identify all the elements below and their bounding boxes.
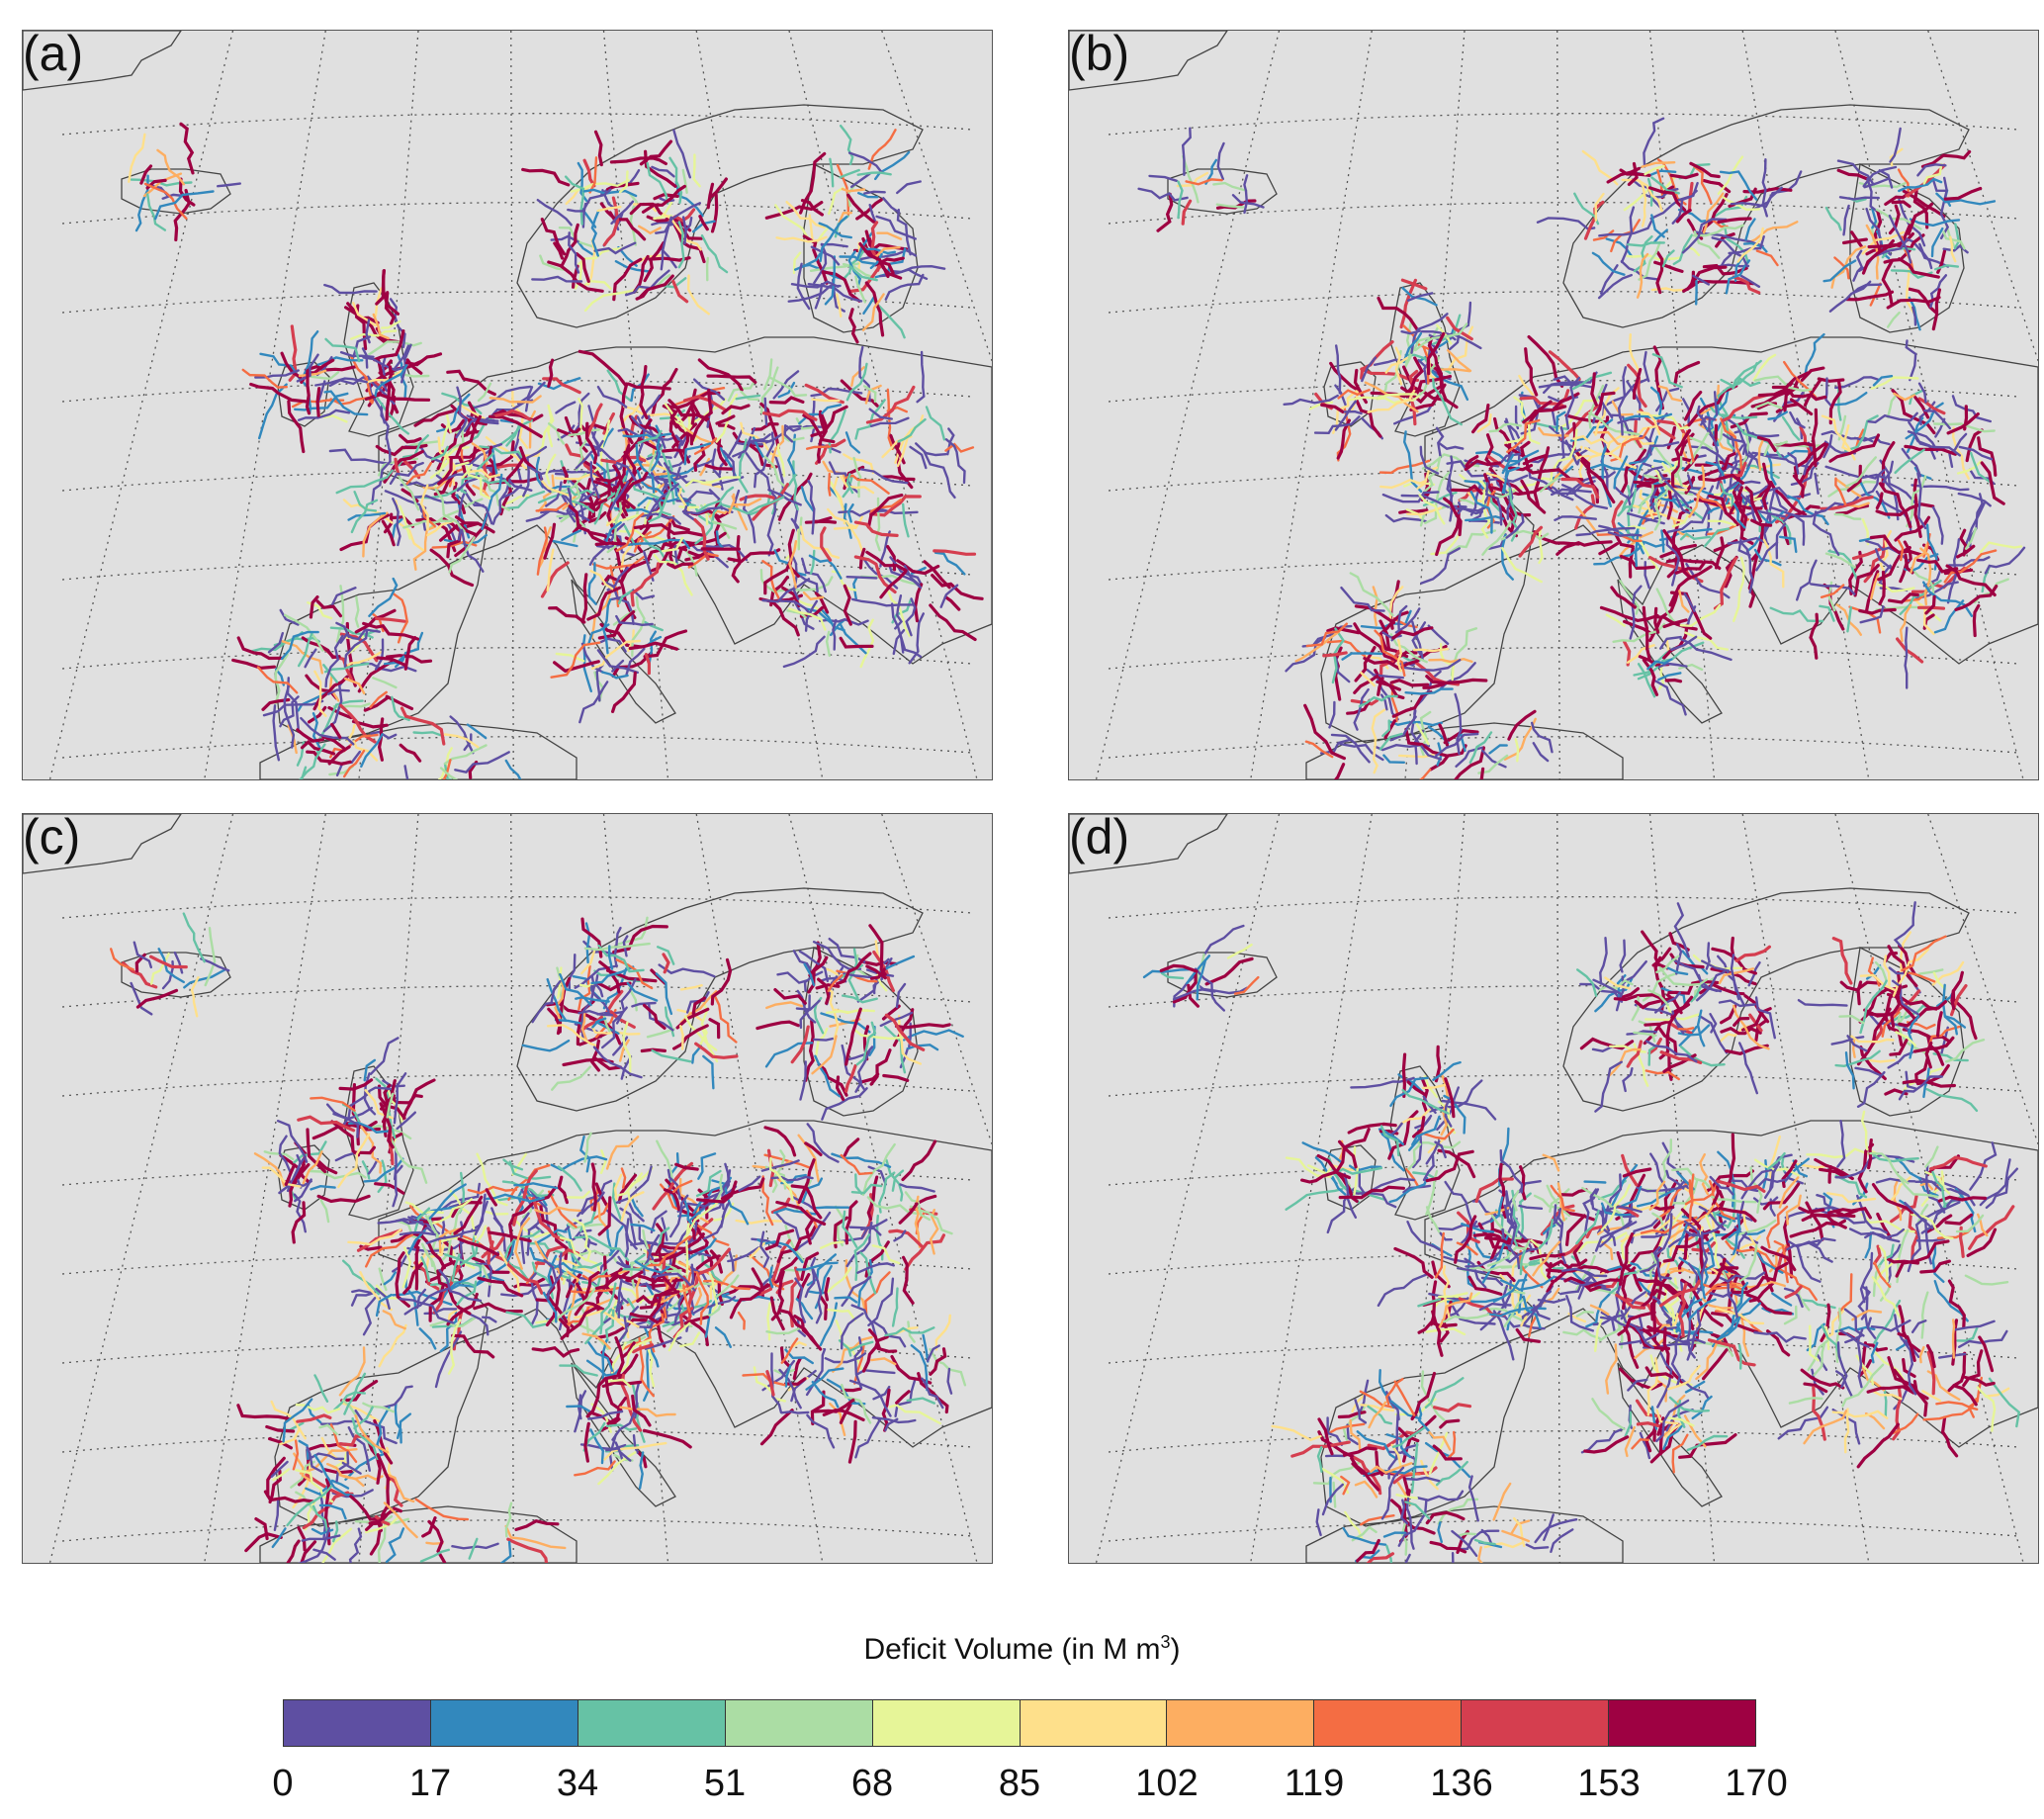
colorbar-tick-label: 136 [1430,1763,1493,1804]
colorbar-tick-label: 153 [1577,1763,1641,1804]
colorbar-segment [725,1700,873,1746]
colorbar-segment [1462,1700,1610,1746]
colorbar-segment [284,1700,431,1746]
colorbar-tick-label: 119 [1284,1763,1345,1804]
coastlines [1069,31,2038,779]
panel-label-a: (a) [23,30,84,81]
colorbar-segment [1609,1700,1756,1746]
colorbar-segment [872,1700,1021,1746]
europe-map-d [1069,814,2038,1563]
colorbar-segment [1167,1700,1315,1746]
map-panel-b: (b) [1068,30,2039,780]
colorbar-segment [1314,1700,1463,1746]
colorbar-tick-label: 17 [408,1763,452,1804]
colorbar-tick-label: 51 [703,1763,747,1804]
colorbar-segment [430,1700,578,1746]
colorbar-tick-label: 170 [1725,1763,1788,1804]
river-network [1137,117,2026,779]
colorbar [283,1699,1756,1747]
colorbar-tick-label: 102 [1135,1763,1199,1804]
panel-label-d: (d) [1069,813,1130,864]
panel-label-b: (b) [1069,30,1130,81]
coastlines [23,814,992,1563]
map-panel-c: (c) [22,813,993,1564]
colorbar-tick-label: 0 [272,1763,294,1804]
legend-title: Deficit Volume (in M m3) [863,1632,1181,1666]
colorbar-segment [578,1700,726,1746]
europe-map-b [1069,31,2038,779]
map-panel-a: (a) [22,30,993,780]
colorbar-tick-label: 68 [850,1763,894,1804]
river-network [109,912,967,1563]
europe-map-c [23,814,992,1563]
panel-label-c: (c) [23,813,81,864]
river-network [1142,901,2020,1563]
graticule [1095,814,2038,1563]
river-network [128,122,984,779]
colorbar-tick-label: 85 [998,1763,1041,1804]
graticule [48,814,992,1563]
colorbar-ticks: 0 17 34 51 68 85 102 119 136 153 170 [272,1763,1787,1812]
map-panel-d: (d) [1068,813,2039,1564]
coastlines [23,31,992,779]
europe-map-a [23,31,992,779]
colorbar-tick-label: 34 [556,1763,599,1804]
colorbar-segment [1020,1700,1168,1746]
